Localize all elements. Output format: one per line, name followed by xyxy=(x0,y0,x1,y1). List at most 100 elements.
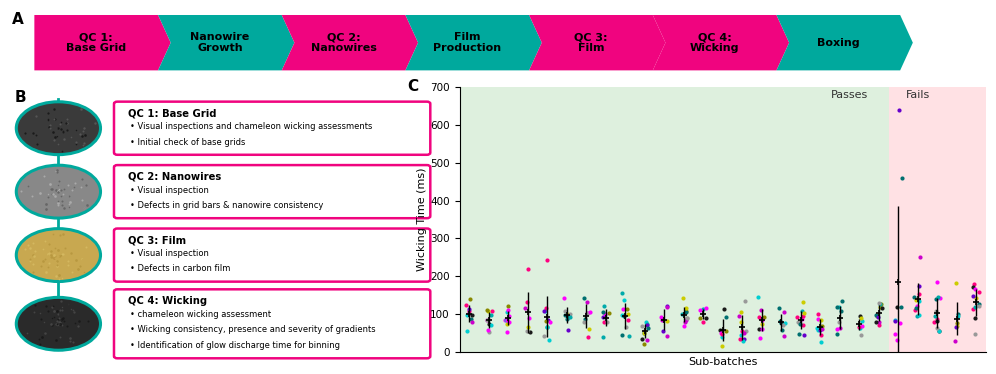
Point xyxy=(598,311,614,317)
Point xyxy=(50,126,66,132)
Point xyxy=(58,120,74,126)
FancyBboxPatch shape xyxy=(114,165,430,218)
Point xyxy=(28,132,44,138)
Point xyxy=(60,258,76,264)
Point xyxy=(967,331,983,337)
Point xyxy=(501,319,517,325)
Point xyxy=(69,113,85,119)
Point xyxy=(796,310,812,316)
Point xyxy=(52,334,68,340)
Point xyxy=(63,250,79,256)
Point xyxy=(539,324,555,330)
Point xyxy=(536,308,552,314)
Point xyxy=(26,143,42,149)
Point xyxy=(26,309,42,315)
Point xyxy=(37,329,53,335)
Point xyxy=(13,188,29,194)
Point xyxy=(497,317,513,323)
Point xyxy=(63,335,79,341)
Point xyxy=(62,201,78,207)
Text: B: B xyxy=(14,90,26,105)
Point xyxy=(55,231,71,237)
Point xyxy=(48,298,64,304)
Point xyxy=(50,200,66,206)
Point xyxy=(653,314,669,320)
Point xyxy=(556,295,572,301)
Point xyxy=(22,201,38,207)
Point xyxy=(40,117,56,123)
Point xyxy=(910,312,926,318)
Circle shape xyxy=(16,229,101,282)
Point xyxy=(499,329,515,335)
Point xyxy=(52,122,68,128)
Point xyxy=(813,317,829,323)
Point xyxy=(17,119,33,125)
Point xyxy=(54,275,70,281)
Point xyxy=(42,114,58,120)
Point xyxy=(61,204,77,210)
Point xyxy=(679,315,695,321)
Point xyxy=(52,322,68,328)
Point xyxy=(27,248,43,254)
Point xyxy=(795,313,811,319)
Point xyxy=(75,142,91,148)
Point xyxy=(714,334,730,340)
Polygon shape xyxy=(405,15,542,70)
Point xyxy=(464,319,480,325)
Point xyxy=(49,263,65,269)
Point xyxy=(50,188,66,194)
Point xyxy=(557,312,573,318)
Point xyxy=(74,257,90,263)
Point xyxy=(74,176,90,182)
Point xyxy=(52,232,68,238)
Point xyxy=(479,318,495,324)
Point xyxy=(76,125,92,131)
Point xyxy=(51,178,67,184)
Point xyxy=(49,251,65,257)
Point xyxy=(55,251,71,257)
Point xyxy=(60,127,76,133)
Point xyxy=(51,133,67,139)
Point xyxy=(52,319,68,325)
Point xyxy=(638,319,654,325)
Point xyxy=(54,251,70,257)
Point xyxy=(65,270,81,276)
Point xyxy=(463,316,479,322)
Point xyxy=(51,276,67,282)
Point xyxy=(22,202,38,208)
Text: • Visual inspection: • Visual inspection xyxy=(130,249,209,258)
Point xyxy=(893,175,909,181)
Point xyxy=(889,337,905,343)
Point xyxy=(872,304,888,310)
Point xyxy=(42,125,58,131)
Point xyxy=(21,242,37,248)
Point xyxy=(971,301,987,307)
Text: QC 2: Nanowires: QC 2: Nanowires xyxy=(127,172,221,182)
Point xyxy=(829,326,845,332)
Point xyxy=(51,198,67,204)
Point xyxy=(579,310,595,316)
Point xyxy=(46,314,62,320)
Point xyxy=(53,116,69,122)
Point xyxy=(20,183,36,189)
Polygon shape xyxy=(158,15,295,70)
Point xyxy=(754,326,770,332)
Point xyxy=(46,107,62,113)
Point xyxy=(639,337,655,343)
Point xyxy=(40,251,56,257)
Point xyxy=(968,295,984,301)
Point xyxy=(852,324,868,330)
Point xyxy=(676,323,692,329)
Point xyxy=(965,284,981,290)
Point xyxy=(50,322,66,328)
Point xyxy=(40,307,56,313)
Point xyxy=(950,313,966,319)
Point xyxy=(19,331,35,337)
Point xyxy=(48,193,64,199)
Point xyxy=(635,328,651,334)
Point xyxy=(51,189,67,195)
Point xyxy=(577,295,593,301)
Point xyxy=(36,319,52,325)
Point xyxy=(461,306,477,312)
Point xyxy=(55,202,71,208)
